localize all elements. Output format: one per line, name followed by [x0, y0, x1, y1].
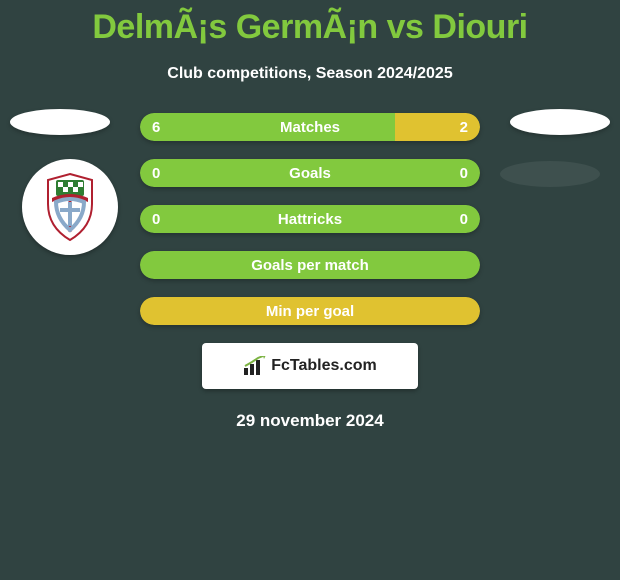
stat-bar: Goals0 0 — [140, 159, 480, 187]
club-badge-left — [22, 159, 118, 255]
stat-bar: Goals per match — [140, 251, 480, 279]
comparison-stage: Matches62Goals00Hattricks00Goals per mat… — [0, 113, 620, 431]
stat-bar: Hattricks0 0 — [140, 205, 480, 233]
page-title: DelmÃ¡s GermÃ¡n vs Diouri — [0, 0, 620, 47]
bar-label: Goals per match — [140, 251, 480, 279]
club-crest-icon — [42, 172, 98, 242]
bar-label: Hattricks — [140, 205, 480, 233]
player-right-shadow-ellipse — [500, 161, 600, 187]
bar-label: Matches — [140, 113, 480, 141]
brand-card: FcTables.com — [202, 343, 418, 389]
bar-value-left: 0 — [140, 159, 172, 187]
bar-value-right: 0 — [448, 159, 480, 187]
bar-value-right: 0 — [448, 205, 480, 233]
stat-bars: Matches62Goals00Hattricks00Goals per mat… — [140, 113, 480, 325]
bar-chart-icon — [243, 356, 267, 376]
bar-value-right: 2 — [448, 113, 480, 141]
bar-value-left: 6 — [140, 113, 172, 141]
stat-bar: Matches6 2 — [140, 113, 480, 141]
bar-value-left: 0 — [140, 205, 172, 233]
stat-bar: Min per goal — [140, 297, 480, 325]
bar-label: Min per goal — [140, 297, 480, 325]
player-left-ellipse — [10, 109, 110, 135]
subtitle: Club competitions, Season 2024/2025 — [0, 65, 620, 83]
date-text: 29 november 2024 — [0, 411, 620, 431]
brand-text: FcTables.com — [271, 357, 377, 375]
player-right-ellipse — [510, 109, 610, 135]
bar-label: Goals — [140, 159, 480, 187]
